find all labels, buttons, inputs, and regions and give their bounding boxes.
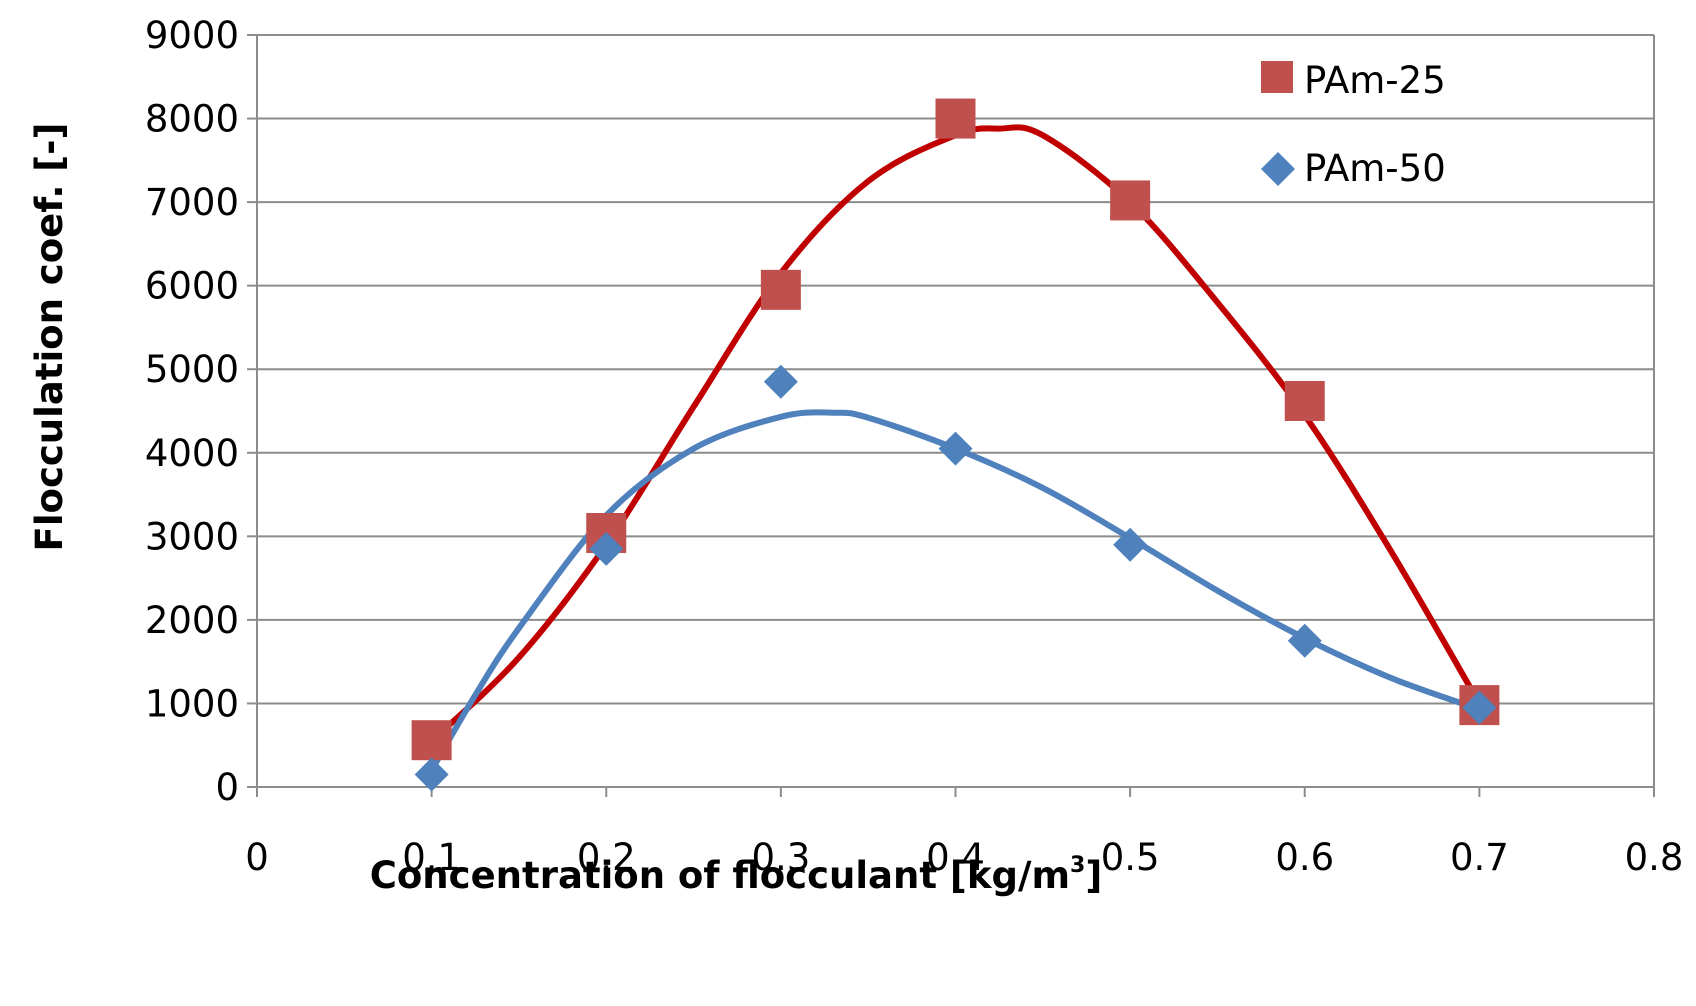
- x-tick-label-0: 0: [245, 836, 269, 879]
- x-axis-title: Concentration of flocculant [kg/m3]: [370, 853, 1103, 897]
- x-tick-label-0.3: 0.3: [751, 836, 810, 879]
- legend: PAm-25 PAm-50: [1261, 59, 1446, 190]
- x-tick-label-0.6: 0.6: [1275, 836, 1334, 879]
- trendline-pam-50: [428, 409, 1483, 774]
- y-axis-title: Flocculation coef. [-]: [28, 123, 71, 552]
- legend-marker-pam-25: [1261, 61, 1293, 93]
- y-tick-label-7000: 7000: [145, 181, 239, 224]
- point-pam-25-2: [760, 269, 801, 310]
- point-pam-25-0: [411, 720, 452, 761]
- point-pam-50-1: [589, 531, 624, 566]
- y-tick-label-1000: 1000: [145, 682, 239, 725]
- y-tick-label-2000: 2000: [145, 599, 239, 642]
- point-pam-50-0: [414, 757, 449, 792]
- x-tick-label-0.1: 0.1: [402, 836, 461, 879]
- gridlines: [257, 34, 1654, 705]
- y-tick-label-9000: 9000: [145, 14, 239, 57]
- legend-label-pam-50: PAm-50: [1304, 147, 1446, 190]
- x-tick-label-0.7: 0.7: [1450, 836, 1509, 879]
- point-pam-50-4: [1113, 527, 1148, 562]
- point-pam-50-3: [938, 431, 973, 466]
- point-pam-25-5: [1284, 380, 1325, 421]
- y-tick-label-4000: 4000: [145, 432, 239, 475]
- y-tick-label-0: 0: [215, 766, 239, 809]
- data-markers: [411, 98, 1500, 792]
- y-tick-label-6000: 6000: [145, 265, 239, 308]
- x-tick-label-0.8: 0.8: [1625, 836, 1684, 879]
- y-tick-label-5000: 5000: [145, 348, 239, 391]
- legend-label-pam-25: PAm-25: [1304, 59, 1446, 102]
- point-pam-25-4: [1110, 180, 1151, 221]
- x-axis-title-superscript: 3: [1070, 853, 1085, 878]
- point-pam-25-3: [935, 98, 976, 139]
- x-axis-title-end: ]: [1085, 854, 1102, 897]
- point-pam-50-6: [1462, 690, 1497, 725]
- x-tick-label-0.2: 0.2: [577, 836, 636, 879]
- x-axis-title-main: Concentration of flocculant [kg/m: [370, 854, 1070, 897]
- tick-labels: 0 1000 2000 3000 4000 5000 6000 7000 8000 9000 0 0.…: [145, 14, 1684, 879]
- y-tick-label-8000: 8000: [145, 98, 239, 141]
- x-tick-label-0.5: 0.5: [1101, 836, 1160, 879]
- legend-marker-pam-50: [1261, 152, 1295, 186]
- axes: [247, 34, 1655, 797]
- point-pam-50-5: [1287, 623, 1322, 658]
- y-tick-label-3000: 3000: [145, 515, 239, 558]
- point-pam-50-2: [763, 364, 798, 399]
- x-tick-label-0.4: 0.4: [926, 836, 985, 879]
